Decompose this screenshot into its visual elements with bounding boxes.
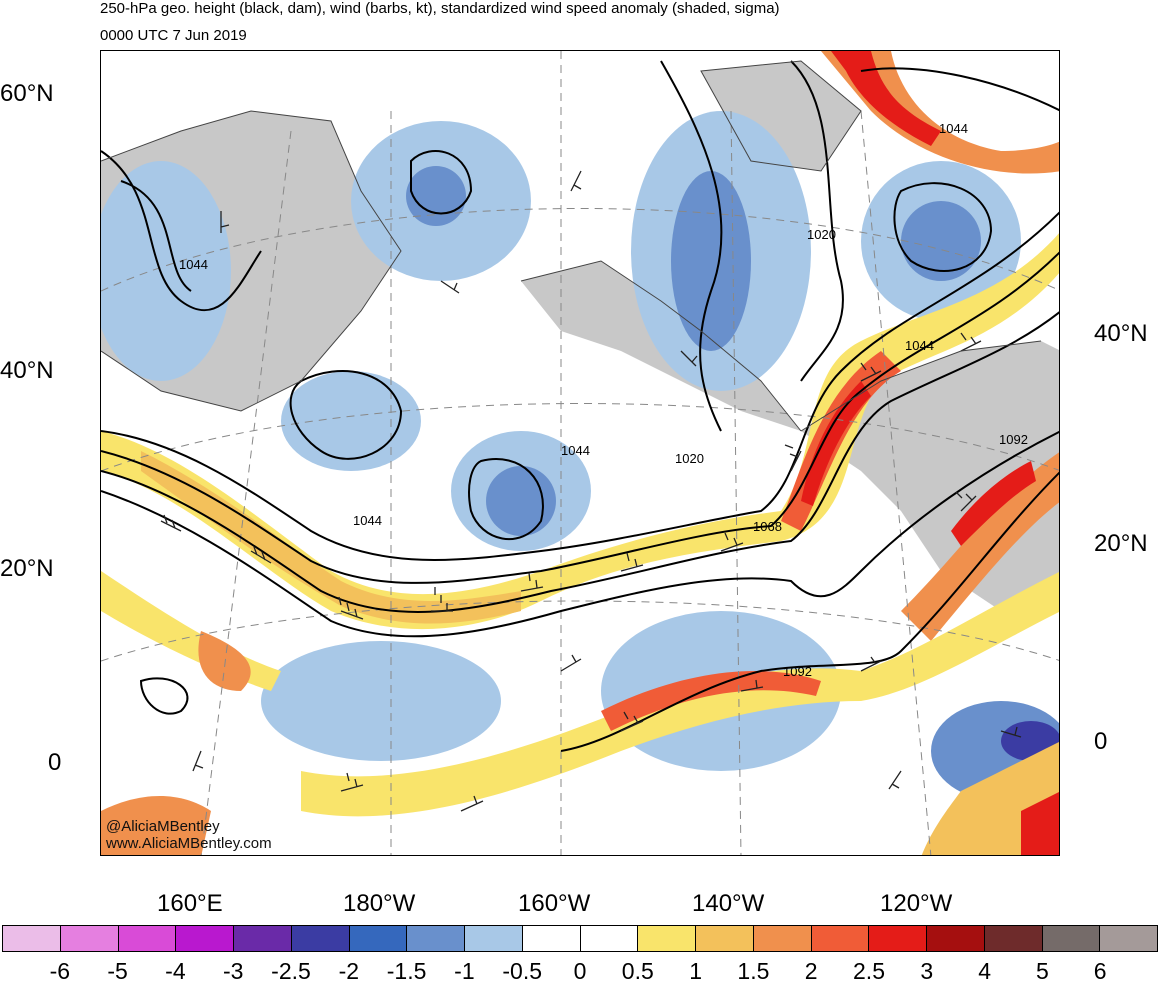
colorbar-label: -3 [222, 958, 244, 984]
graticule [101, 51, 1059, 855]
jet-band-east [901, 452, 1059, 641]
colorbar-swatch [984, 926, 1043, 951]
lat-label-left: 40°N [0, 357, 54, 384]
contour-label: 1092 [999, 432, 1028, 447]
map-title: 250-hPa geo. height (black, dam), wind (… [100, 0, 780, 17]
height-contours [101, 60, 1059, 752]
colorbar-label: -4 [165, 958, 186, 984]
colorbar-swatch [522, 926, 581, 951]
colorbar-swatch [811, 926, 870, 951]
colorbar-swatch [118, 926, 177, 951]
wind-barbs [160, 170, 1022, 812]
colorbar-swatch [869, 926, 927, 951]
colorbar-swatch [176, 926, 234, 951]
colorbar-swatch [753, 926, 812, 951]
lat-label-right: 0 [1094, 728, 1108, 755]
lon-label: 140°W [692, 890, 765, 917]
contour-label: 1020 [675, 451, 704, 466]
colorbar-label: -6 [49, 958, 71, 984]
contour-label: 1020 [807, 227, 836, 242]
weather-map: 1044 1044 1020 1044 1044 1044 1020 1068 … [100, 50, 1060, 856]
contour-labels: 1044 1044 1020 1044 1044 1044 1020 1068 … [179, 121, 1028, 679]
colorbar-swatch [580, 926, 639, 951]
colorbar-swatch [407, 926, 465, 951]
colorbar-label: 3 [920, 958, 934, 984]
colorbar-swatch [60, 926, 119, 951]
credit-handle: @AliciaMBentley [106, 818, 220, 835]
lat-label-left: 20°N [0, 555, 54, 582]
lon-label: 160°W [518, 890, 591, 917]
contour-label: 1092 [783, 664, 812, 679]
colorbar-label: -1.5 [386, 958, 427, 984]
colorbar-label: 6 [1093, 958, 1107, 984]
colorbar-label: 1.5 [737, 958, 770, 984]
credit-url: www.AliciaMBentley.com [106, 835, 272, 852]
lat-label-left: 0 [48, 749, 62, 776]
colorbar-label: 4 [978, 958, 991, 984]
lat-label-right: 40°N [1094, 320, 1148, 347]
land-greenland [701, 61, 861, 171]
colorbar-label: -1 [454, 958, 475, 984]
colorbar-swatch [696, 926, 754, 951]
colorbar-swatch [1042, 926, 1101, 951]
colorbar-swatch [1100, 926, 1157, 951]
colorbar-label: 1 [689, 958, 702, 984]
colorbar-swatch [927, 926, 985, 951]
colorbar-label: 2.5 [853, 958, 885, 984]
colorbar-label: -0.5 [502, 958, 543, 984]
contour-label: 1044 [179, 257, 208, 272]
colorbar-swatch [291, 926, 350, 951]
contour-label: 1068 [753, 519, 782, 534]
colorbar-label: -2 [338, 958, 360, 984]
colorbar-label: 0.5 [621, 958, 654, 984]
anomaly-shading [101, 51, 1059, 855]
colorbar-label: 5 [1035, 958, 1049, 984]
colorbar-swatch [3, 926, 61, 951]
map-canvas: 1044 1044 1020 1044 1044 1044 1020 1068 … [101, 51, 1059, 855]
colorbar-label: -5 [107, 958, 128, 984]
lat-label-right: 20°N [1094, 530, 1148, 557]
contour-label: 1044 [353, 513, 382, 528]
colorbar-label: 0 [573, 958, 587, 984]
colorbar-label: -2.5 [271, 958, 311, 984]
lon-label: 180°W [343, 890, 416, 917]
contour-label: 1044 [939, 121, 968, 136]
colorbar-swatch [234, 926, 292, 951]
colorbar-swatch [349, 926, 408, 951]
contour-label: 1044 [561, 443, 590, 458]
map-timestamp: 0000 UTC 7 Jun 2019 [100, 27, 247, 44]
contour-label: 1044 [905, 338, 934, 353]
lat-label-left: 60°N [0, 80, 54, 107]
lon-label: 160°E [157, 890, 223, 917]
colorbar-swatch [638, 926, 696, 951]
colorbar-label: 2 [804, 958, 818, 984]
lon-label: 120°W [880, 890, 953, 917]
coastlines [101, 60, 1042, 432]
colorbar-swatch [465, 926, 523, 951]
colorbar [2, 925, 1158, 952]
